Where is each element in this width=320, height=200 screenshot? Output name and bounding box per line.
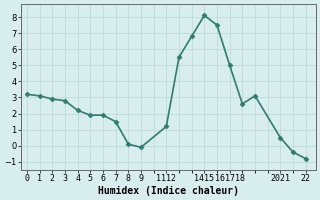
- X-axis label: Humidex (Indice chaleur): Humidex (Indice chaleur): [98, 186, 239, 196]
